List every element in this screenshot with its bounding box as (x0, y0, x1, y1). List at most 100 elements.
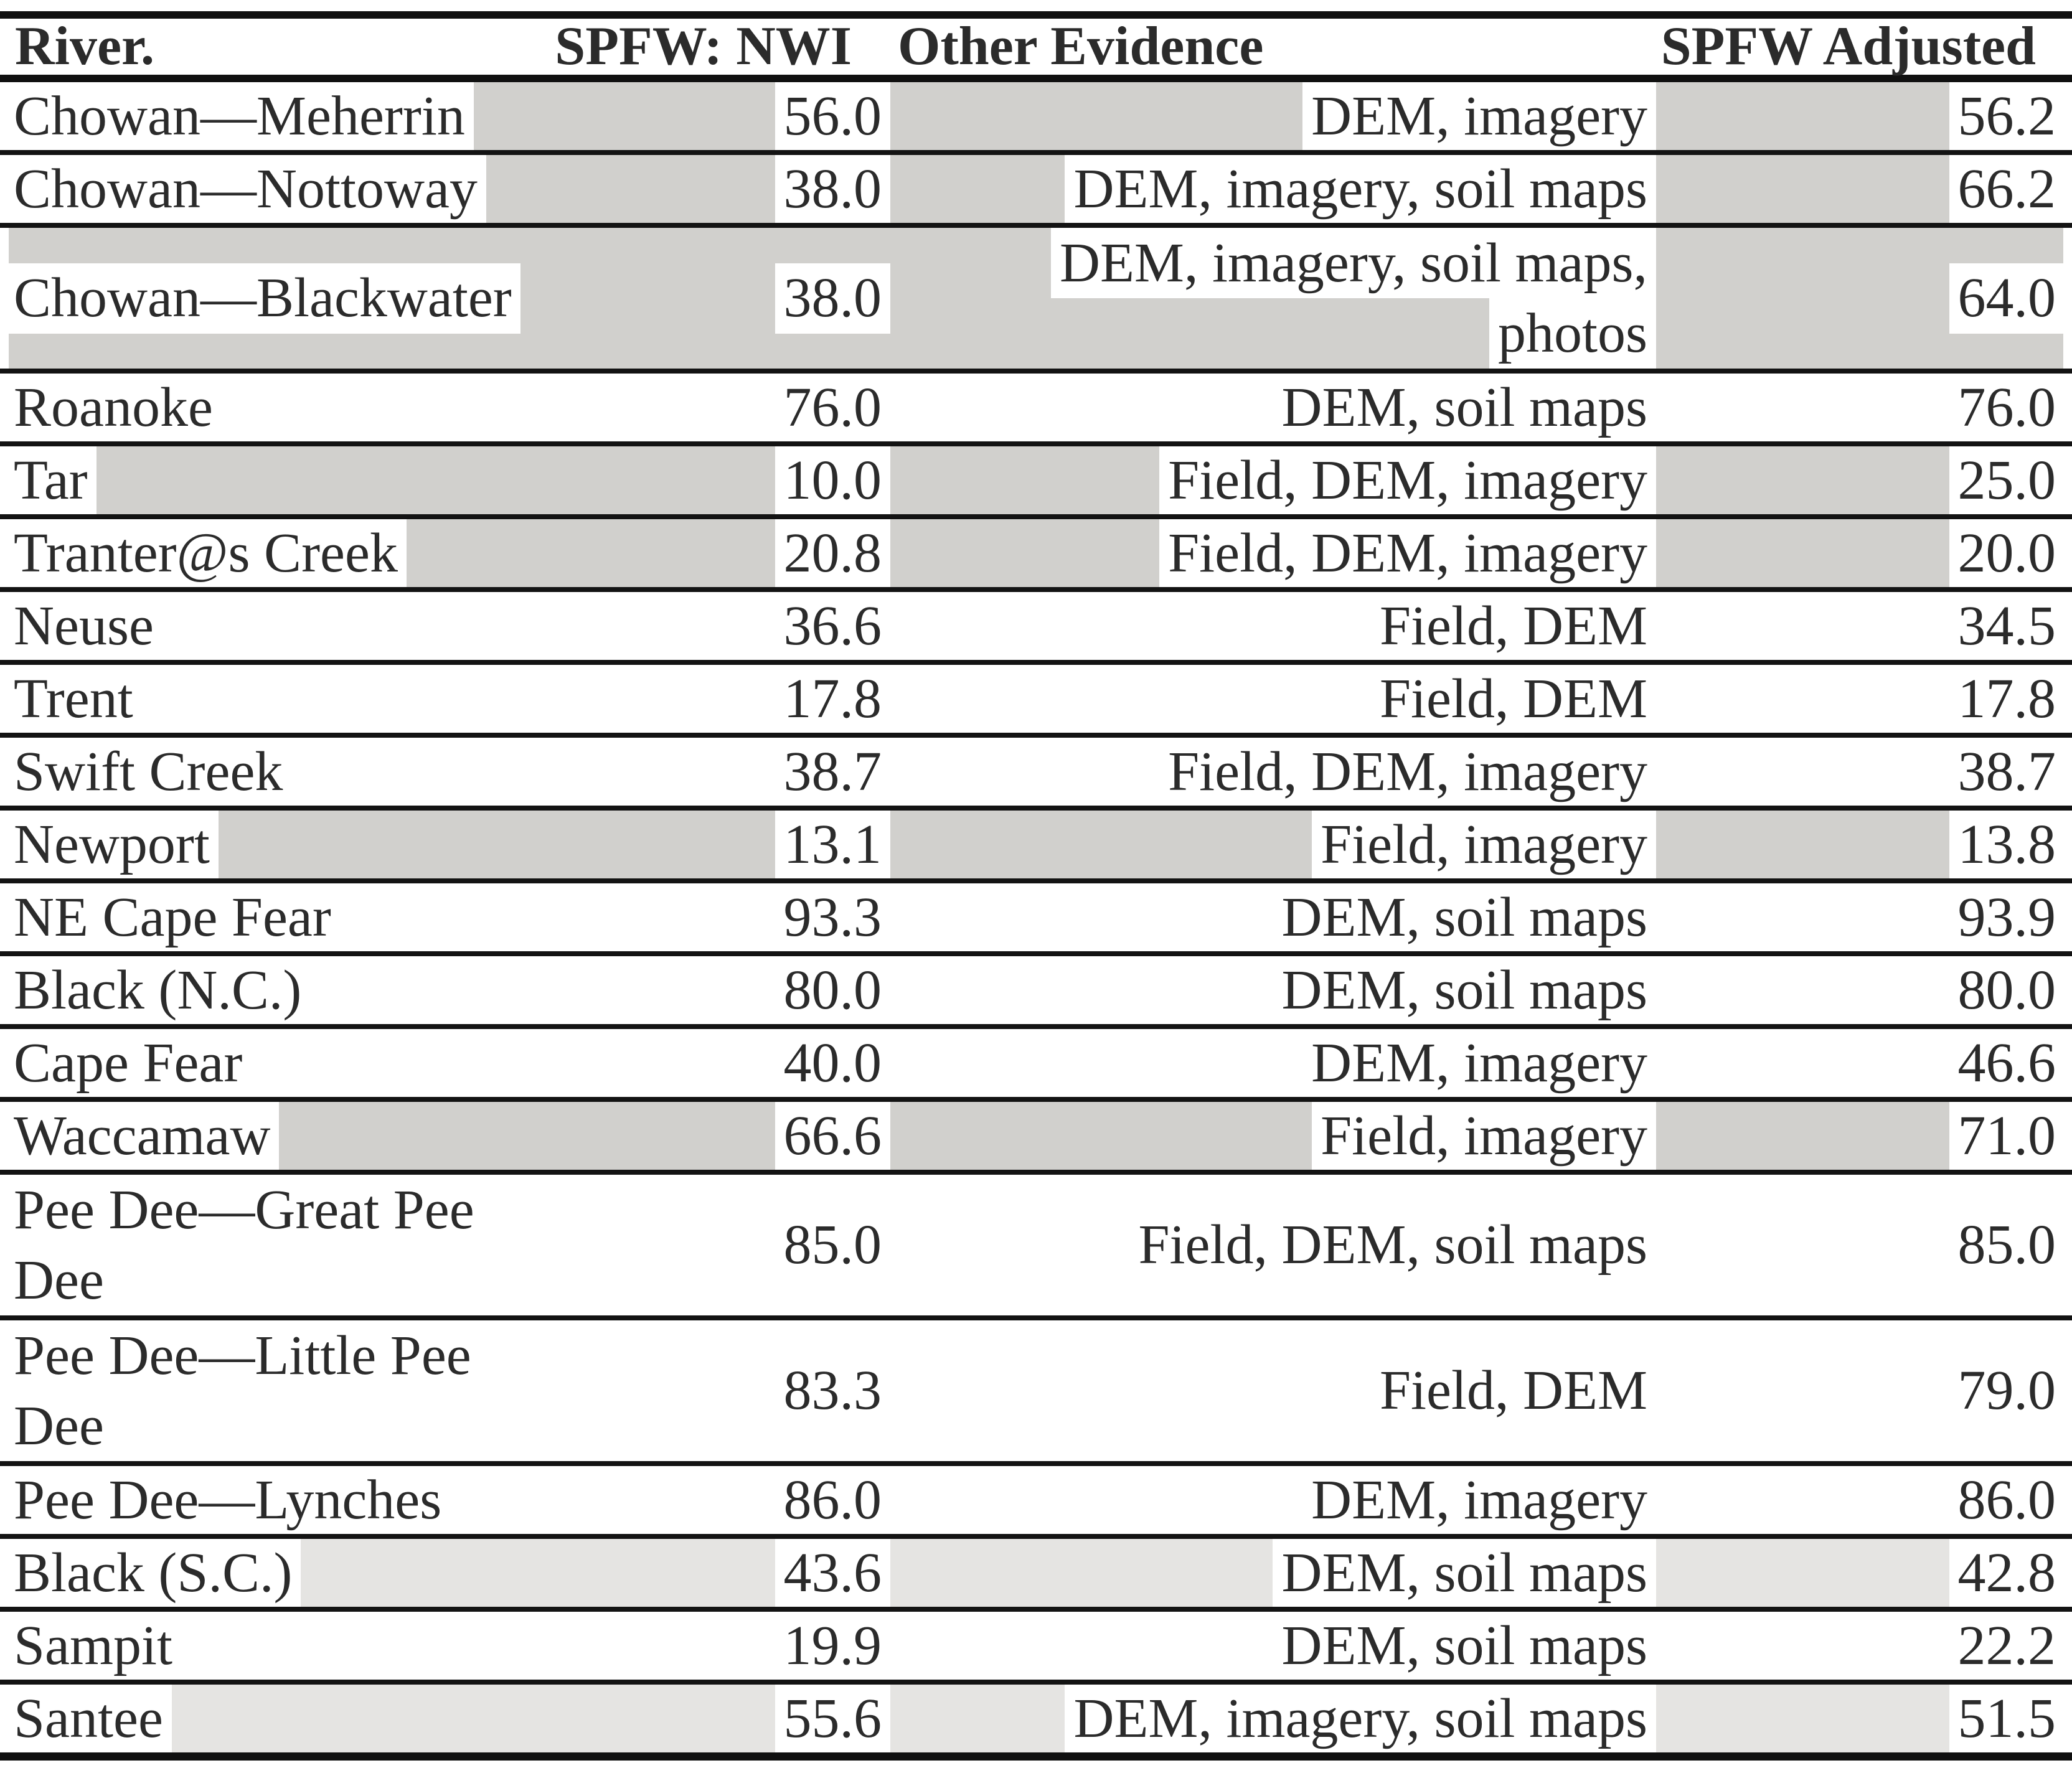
nwi-cell: 83.3 (548, 1320, 890, 1461)
adjusted-cell-text: 38.7 (1949, 738, 2072, 806)
river-cell-text: Tranter@s Creek (0, 519, 407, 587)
evidence-cell: DEM, soil maps (890, 374, 1656, 441)
evidence-cell-text: DEM, imagery (1302, 1466, 1656, 1534)
adjusted-cell: 79.0 (1656, 1320, 2072, 1461)
adjusted-cell-text: 22.2 (1949, 1612, 2072, 1680)
adjusted-cell: 93.9 (1656, 883, 2072, 951)
nwi-cell: 85.0 (548, 1175, 890, 1315)
table-row: Pee Dee—Lynches 86.0 DEM, imagery 86.0 (0, 1466, 2072, 1539)
nwi-cell: 80.0 (548, 956, 890, 1024)
table-row: Waccamaw 66.6 Field, imagery 71.0 (0, 1102, 2072, 1175)
river-cell-text: Swift Creek (0, 738, 292, 806)
column-header-river: River. (15, 16, 155, 77)
evidence-cell: DEM, soil maps (890, 1612, 1656, 1680)
table-row: Cape Fear 40.0 DEM, imagery 46.6 (0, 1029, 2072, 1102)
adjusted-cell-text: 76.0 (1949, 374, 2072, 441)
table-row: Black (N.C.) 80.0 DEM, soil maps 80.0 (0, 956, 2072, 1029)
evidence-cell: Field, DEM (890, 1320, 1656, 1461)
river-cell-text: Dee (0, 1391, 113, 1461)
river-cell-text: Waccamaw (0, 1102, 280, 1170)
adjusted-cell-text: 64.0 (1949, 263, 2072, 334)
nwi-cell: 17.8 (548, 665, 890, 733)
table-row: Neuse 36.6 Field, DEM 34.5 (0, 592, 2072, 665)
adjusted-cell: 64.0 (1656, 228, 2072, 369)
adjusted-cell: 80.0 (1656, 956, 2072, 1024)
adjusted-cell-text: 71.0 (1949, 1102, 2072, 1170)
nwi-cell: 10.0 (548, 446, 890, 514)
table-row: Trent 17.8 Field, DEM 17.8 (0, 665, 2072, 738)
evidence-cell: Field, DEM, soil maps (890, 1175, 1656, 1315)
evidence-cell: Field, imagery (890, 811, 1656, 878)
nwi-cell-text: 38.7 (775, 738, 890, 806)
evidence-cell: DEM, imagery, soil maps (890, 155, 1656, 223)
adjusted-cell: 38.7 (1656, 738, 2072, 806)
adjusted-cell: 13.8 (1656, 811, 2072, 878)
river-cell-text: Newport (0, 811, 219, 878)
river-cell: Waccamaw (0, 1102, 548, 1170)
evidence-cell-text: DEM, imagery, soil maps, (1050, 228, 1656, 298)
nwi-cell: 20.8 (548, 519, 890, 587)
river-cell: Roanoke (0, 374, 548, 441)
adjusted-cell: 51.5 (1656, 1685, 2072, 1752)
river-cell-text: Pee Dee—Lynches (0, 1466, 451, 1534)
evidence-cell-text: Field, DEM, imagery (1159, 446, 1656, 514)
nwi-cell-text: 55.6 (775, 1685, 890, 1752)
nwi-cell: 36.6 (548, 592, 890, 660)
evidence-cell-text: Field, DEM, soil maps (1129, 1210, 1656, 1281)
nwi-cell-text: 93.3 (775, 883, 890, 951)
river-cell: Pee Dee—Little Pee Dee (0, 1320, 548, 1461)
adjusted-cell-text: 56.2 (1949, 82, 2072, 150)
adjusted-cell-text: 51.5 (1949, 1685, 2072, 1752)
nwi-cell: 76.0 (548, 374, 890, 441)
evidence-cell: Field, imagery (890, 1102, 1656, 1170)
evidence-cell-text: Field, DEM, imagery (1159, 738, 1656, 806)
table-row: Chowan—Nottoway 38.0 DEM, imagery, soil ma… (0, 155, 2072, 228)
adjusted-cell: 85.0 (1656, 1175, 2072, 1315)
nwi-cell-text: 20.8 (775, 519, 890, 587)
nwi-cell: 55.6 (548, 1685, 890, 1752)
rivers-spfw-table: River. SPFW: NWI Other Evidence SPFW Adj… (0, 11, 2072, 1761)
evidence-cell-text: Field, DEM (1370, 1355, 1656, 1426)
table-row: Pee Dee—Little Pee Dee 83.3 Field, DEM 79.0 (0, 1320, 2072, 1466)
adjusted-cell: 76.0 (1656, 374, 2072, 441)
table-row: Chowan—Meherrin 56.0 DEM, imagery 56.2 (0, 82, 2072, 155)
nwi-cell-text: 40.0 (775, 1029, 890, 1097)
evidence-cell-text: Field, imagery (1312, 1102, 1656, 1170)
river-cell: Chowan—Meherrin (0, 82, 548, 150)
evidence-cell-text: Field, DEM (1370, 592, 1656, 660)
table-row: Chowan—Blackwater 38.0 DEM, imagery, soil … (0, 228, 2072, 374)
nwi-cell-text: 17.8 (775, 665, 890, 733)
nwi-cell-text: 56.0 (775, 82, 890, 150)
nwi-cell: 43.6 (548, 1539, 890, 1607)
evidence-cell-text: Field, DEM (1370, 665, 1656, 733)
evidence-cell: DEM, soil maps (890, 956, 1656, 1024)
river-cell-text: Cape Fear (0, 1029, 252, 1097)
nwi-cell: 56.0 (548, 82, 890, 150)
adjusted-cell-text: 93.9 (1949, 883, 2072, 951)
river-cell-text: Neuse (0, 592, 162, 660)
table-row: Swift Creek 38.7 Field, DEM, imagery 38.7 (0, 738, 2072, 811)
column-header-adjusted: SPFW Adjusted (1660, 16, 2036, 77)
table-row: Tar 10.0 Field, DEM, imagery 25.0 (0, 446, 2072, 519)
adjusted-cell: 46.6 (1656, 1029, 2072, 1097)
nwi-cell: 66.6 (548, 1102, 890, 1170)
evidence-cell-text: DEM, imagery (1302, 82, 1656, 150)
adjusted-cell: 86.0 (1656, 1466, 2072, 1534)
evidence-cell-text: Field, DEM, imagery (1159, 519, 1656, 587)
nwi-cell-text: 83.3 (775, 1355, 890, 1426)
river-cell: Chowan—Blackwater (0, 228, 548, 369)
adjusted-cell-text: 80.0 (1949, 956, 2072, 1024)
evidence-cell: DEM, imagery (890, 1466, 1656, 1534)
nwi-cell: 38.0 (548, 228, 890, 369)
river-cell: Pee Dee—Great Pee Dee (0, 1175, 548, 1315)
adjusted-cell: 66.2 (1656, 155, 2072, 223)
adjusted-cell: 42.8 (1656, 1539, 2072, 1607)
adjusted-cell-text: 85.0 (1949, 1210, 2072, 1281)
river-cell-text: Chowan—Meherrin (0, 82, 474, 150)
river-cell: Santee (0, 1685, 548, 1752)
adjusted-cell: 34.5 (1656, 592, 2072, 660)
evidence-cell: DEM, soil maps (890, 1539, 1656, 1607)
nwi-cell-text: 43.6 (775, 1539, 890, 1607)
evidence-cell: Field, DEM, imagery (890, 738, 1656, 806)
column-header-nwi: SPFW: NWI (555, 16, 852, 77)
